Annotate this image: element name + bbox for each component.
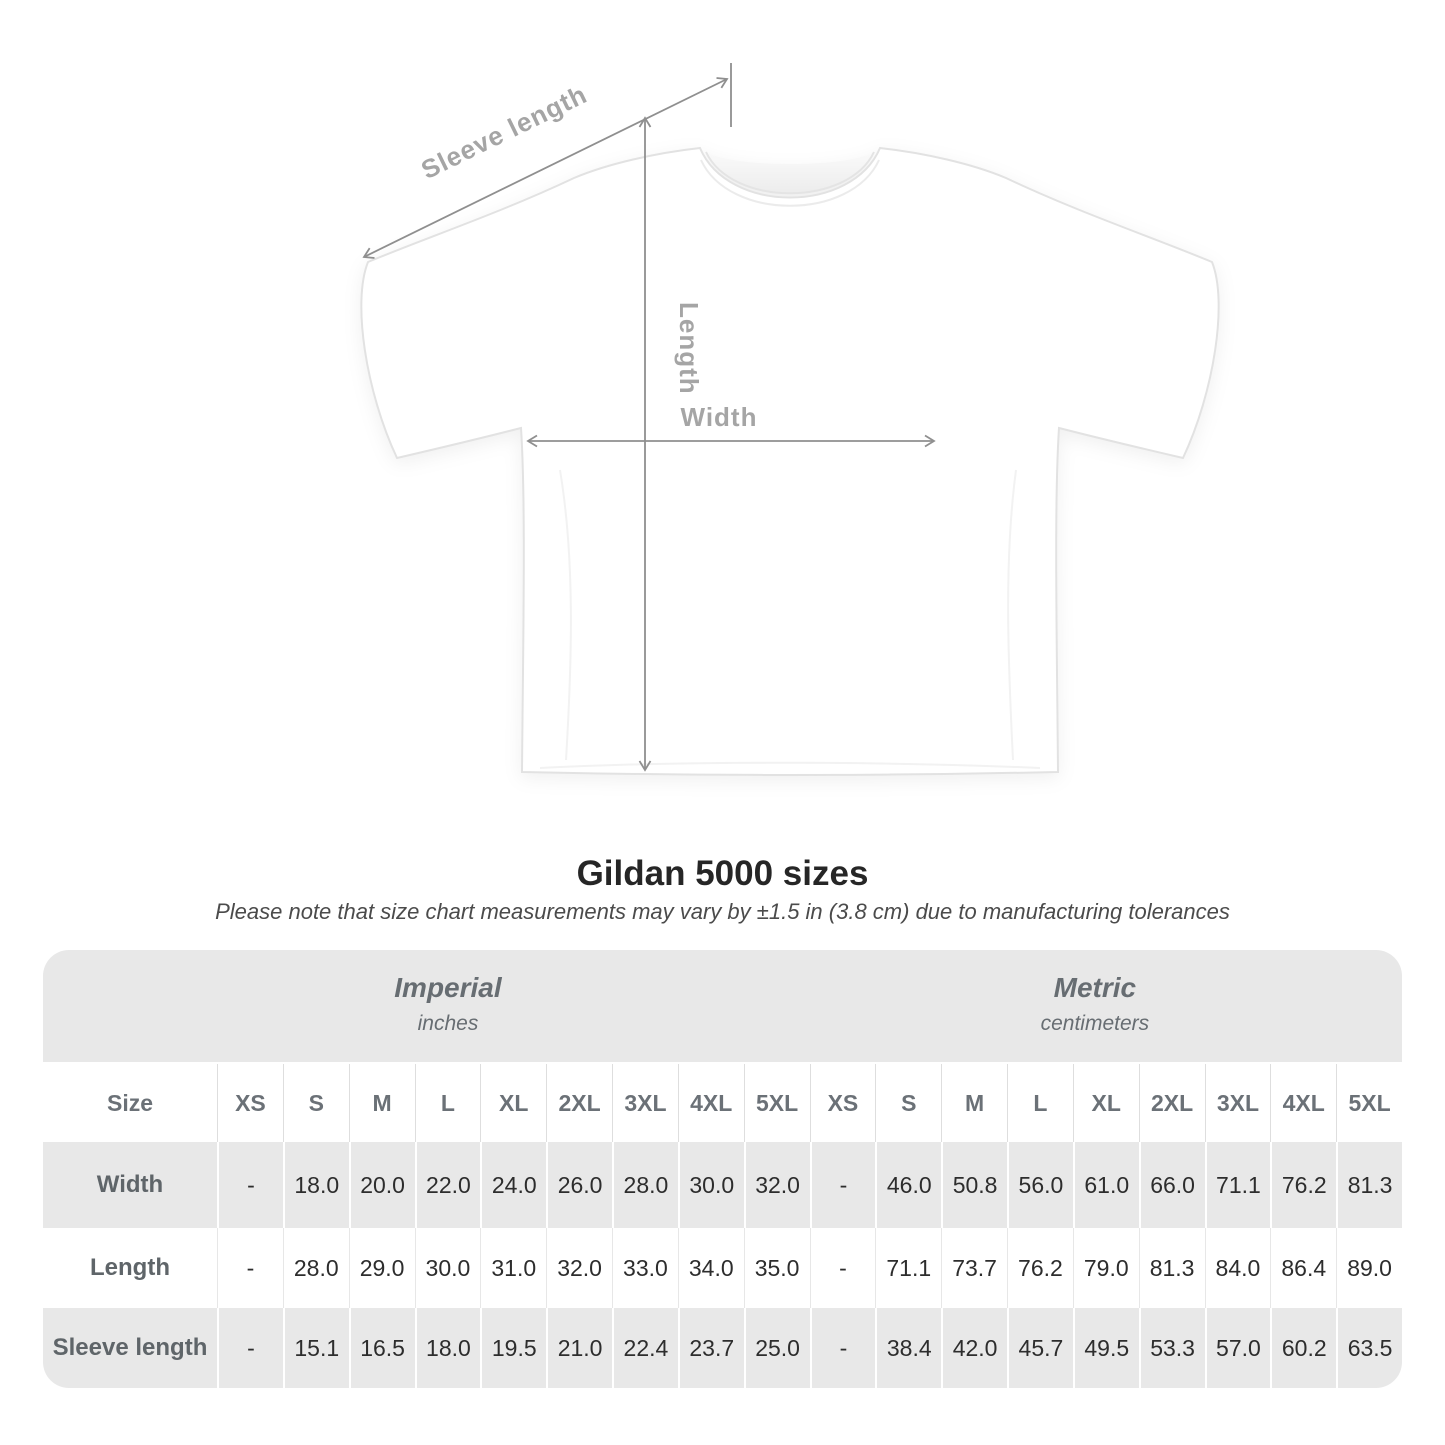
sleeve-length-label: Sleeve length [416,79,591,185]
width-cell: 46.0 [875,1142,942,1228]
sleeve-cell: 25.0 [743,1308,810,1388]
width-cell: 28.0 [612,1142,678,1228]
size-header-cell: 5XL [743,1064,810,1142]
size-header-cell: 4XL [1270,1064,1337,1142]
size-header-cell: L [414,1064,481,1142]
tolerance-note: Please note that size chart measurements… [215,899,1230,924]
width-cell: 26.0 [546,1142,612,1228]
sleeve-cell: 60.2 [1270,1308,1337,1388]
sleeve-cell: 22.4 [612,1308,678,1388]
width-cell: 24.0 [480,1142,547,1228]
sleeve-cell: 49.5 [1072,1308,1139,1388]
sleeve-cell: 16.5 [348,1308,415,1388]
collar-interior [706,152,874,194]
tshirt-diagram: Sleeve length Length Width [360,63,1220,776]
row-label-length: Length [43,1228,217,1308]
metric-unit: centimeters [1040,1012,1150,1035]
length-cell: 86.4 [1270,1228,1337,1308]
sleeve-cell: 15.1 [282,1308,349,1388]
width-cell: 50.8 [941,1142,1007,1228]
sleeve-cell: - [809,1308,876,1388]
width-cell: 30.0 [677,1142,744,1228]
size-header-cell: 3XL [1204,1064,1271,1142]
metric-title: Metric [1053,972,1137,1003]
unit-header-band: Imperial inches Metric centimeters [43,950,1402,1062]
width-cell: 76.2 [1270,1142,1337,1228]
size-header-cell: M [941,1064,1007,1142]
sleeve-cell: 42.0 [941,1308,1007,1388]
size-header-cell: 4XL [677,1064,744,1142]
width-cell: - [217,1142,283,1228]
length-cell: 31.0 [480,1228,547,1308]
length-cell: 29.0 [348,1228,415,1308]
length-cell: 34.0 [677,1228,744,1308]
imperial-title: Imperial [394,972,502,1003]
length-cell: 71.1 [875,1228,942,1308]
length-cell: - [217,1228,283,1308]
width-cell: 56.0 [1007,1142,1073,1228]
width-cell: 71.1 [1204,1142,1271,1228]
length-cell: 28.0 [282,1228,349,1308]
length-cell: 89.0 [1336,1228,1402,1308]
length-cell: 35.0 [743,1228,810,1308]
size-header-cell: 2XL [546,1064,612,1142]
imperial-header: Imperial inches [394,972,501,1036]
size-table: Imperial inches Metric centimeters Size … [43,950,1402,1388]
sleeve-cell: 19.5 [480,1308,547,1388]
length-cell: 32.0 [546,1228,612,1308]
tshirt-body [360,146,1220,776]
sleeve-cell: 53.3 [1138,1308,1205,1388]
length-cell: 79.0 [1072,1228,1139,1308]
wrinkle-line [559,469,572,761]
width-cell: - [809,1142,876,1228]
row-label-sleeve-length: Sleeve length [43,1308,217,1388]
length-cell: 81.3 [1138,1228,1205,1308]
sleeve-cell: 23.7 [677,1308,744,1388]
width-cell: 61.0 [1072,1142,1139,1228]
width-cell: 32.0 [743,1142,810,1228]
width-cell: 66.0 [1138,1142,1205,1228]
length-cell: 30.0 [414,1228,481,1308]
sleeve-cell: 38.4 [875,1308,942,1388]
width-cell: 22.0 [414,1142,481,1228]
sleeve-cell: - [217,1308,283,1388]
sleeve-length-arrow [362,77,729,259]
size-header-cell: XL [480,1064,547,1142]
size-column-header: Size [43,1064,217,1142]
page-title: Gildan 5000 sizes [576,854,869,893]
width-cell: 18.0 [282,1142,349,1228]
size-header-cell: M [348,1064,415,1142]
sleeve-cell: 18.0 [414,1308,481,1388]
size-header-cell: 3XL [612,1064,678,1142]
length-cell: 73.7 [941,1228,1007,1308]
size-header-cell: S [282,1064,349,1142]
sleeve-cell: 57.0 [1204,1308,1271,1388]
size-header-cell: 5XL [1336,1064,1402,1142]
width-cell: 81.3 [1336,1142,1402,1228]
length-cell: 76.2 [1007,1228,1073,1308]
sleeve-cell: 21.0 [546,1308,612,1388]
length-cell: 33.0 [612,1228,678,1308]
row-label-width: Width [43,1142,217,1228]
imperial-unit: inches [417,1012,479,1035]
size-header-cell: XS [217,1064,283,1142]
size-grid: Size XS S M L XL 2XL 3XL 4XL 5XL XS S M … [43,1064,1402,1388]
length-cell: - [809,1228,876,1308]
width-cell: 20.0 [348,1142,415,1228]
metric-header: Metric centimeters [1041,972,1150,1036]
size-header-cell: S [875,1064,942,1142]
hem-seam [539,761,1041,769]
size-header-cell: XL [1072,1064,1139,1142]
sleeve-cell: 63.5 [1336,1308,1402,1388]
length-cell: 84.0 [1204,1228,1271,1308]
tshirt-illustration [360,146,1220,776]
sleeve-cell: 45.7 [1007,1308,1073,1388]
width-label: Width [681,402,758,432]
wrinkle-line [1007,469,1017,761]
length-label: Length [674,302,704,395]
size-header-cell: 2XL [1138,1064,1205,1142]
size-header-cell: L [1007,1064,1073,1142]
size-header-cell: XS [809,1064,876,1142]
